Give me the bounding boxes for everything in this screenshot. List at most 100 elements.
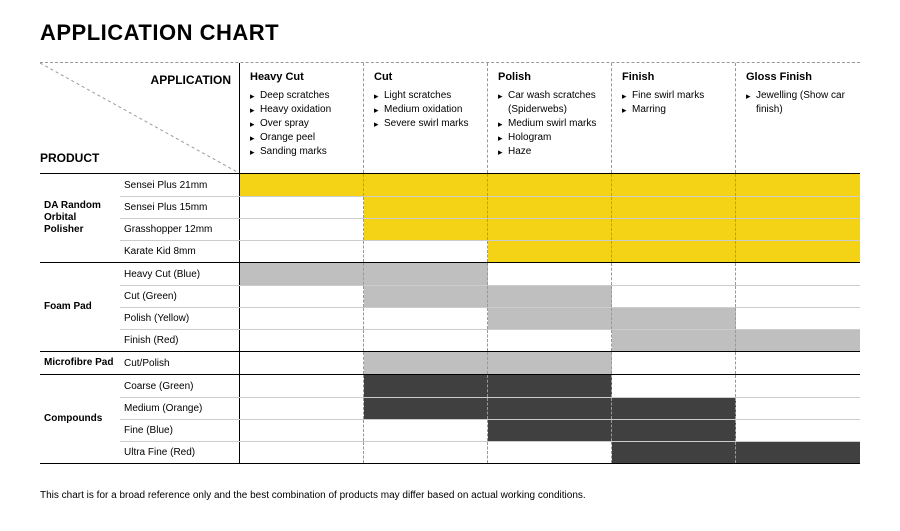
column-header: Heavy Cut Deep scratchesHeavy oxidationOv… (240, 63, 364, 173)
axis-label-product: PRODUCT (40, 151, 99, 165)
cell (736, 330, 860, 351)
cell (612, 263, 736, 285)
cell (736, 308, 860, 329)
product-row: Finish (Red) (120, 329, 860, 351)
cell (612, 219, 736, 240)
group-label: Compounds (40, 375, 120, 463)
row-cells (240, 197, 860, 218)
column-header: Gloss FinishJewelling (Show car finish) (736, 63, 860, 173)
cell (488, 352, 612, 374)
product-row: Ultra Fine (Red) (120, 441, 860, 463)
cell (736, 241, 860, 262)
product-row: Sensei Plus 21mm (120, 174, 860, 196)
column-items: Fine swirl marksMarring (622, 89, 731, 117)
cell (736, 286, 860, 307)
column-items: Car wash scratches (Spiderwebs)Medium sw… (498, 89, 607, 159)
row-label: Grasshopper 12mm (120, 219, 240, 240)
cell (488, 219, 612, 240)
cell (612, 352, 736, 374)
axis-corner: APPLICATION PRODUCT (40, 63, 240, 173)
product-row: Cut/Polish (120, 352, 860, 374)
cell (240, 286, 364, 307)
column-title: Heavy Cut (250, 71, 359, 83)
product-row: Cut (Green) (120, 285, 860, 307)
column-item: Orange peel (250, 131, 359, 145)
row-label: Coarse (Green) (120, 375, 240, 397)
cell (364, 263, 488, 285)
cell (488, 375, 612, 397)
column-header: FinishFine swirl marksMarring (612, 63, 736, 173)
group-label: DA Random Orbital Polisher (40, 174, 120, 262)
row-label: Medium (Orange) (120, 398, 240, 419)
footnote: This chart is for a broad reference only… (40, 490, 860, 501)
row-label: Fine (Blue) (120, 420, 240, 441)
row-label: Ultra Fine (Red) (120, 442, 240, 463)
column-item: Medium swirl marks (498, 117, 607, 131)
column-title: Cut (374, 71, 483, 83)
column-header: PolishCar wash scratches (Spiderwebs)Med… (488, 63, 612, 173)
cell (364, 308, 488, 329)
header-row: APPLICATION PRODUCT Heavy Cut Deep scratc… (40, 62, 860, 173)
row-cells (240, 174, 860, 196)
cell (488, 197, 612, 218)
cell (364, 352, 488, 374)
row-label: Cut (Green) (120, 286, 240, 307)
product-row: Sensei Plus 15mm (120, 196, 860, 218)
cell (612, 241, 736, 262)
cell (612, 398, 736, 419)
row-label: Karate Kid 8mm (120, 241, 240, 262)
column-items: Light scratchesMedium oxidationSevere sw… (374, 89, 483, 131)
product-row: Karate Kid 8mm (120, 240, 860, 262)
cell (240, 398, 364, 419)
group-rows: Cut/Polish (120, 352, 860, 374)
cell (612, 174, 736, 196)
cell (364, 398, 488, 419)
cell (612, 420, 736, 441)
cell (488, 398, 612, 419)
column-item: Medium oxidation (374, 103, 483, 117)
column-items: Jewelling (Show car finish) (746, 89, 856, 117)
cell (488, 286, 612, 307)
cell (736, 398, 860, 419)
group-rows: Sensei Plus 21mmSensei Plus 15mmGrasshop… (120, 174, 860, 262)
row-cells (240, 375, 860, 397)
product-group: Foam PadHeavy Cut (Blue)Cut (Green)Polis… (40, 262, 860, 351)
cell (736, 420, 860, 441)
column-item: Severe swirl marks (374, 117, 483, 131)
cell (736, 442, 860, 463)
chart-body: DA Random Orbital PolisherSensei Plus 21… (40, 173, 860, 463)
group-label: Foam Pad (40, 263, 120, 351)
column-items: Deep scratchesHeavy oxidationOver sprayO… (250, 89, 359, 159)
cell (240, 219, 364, 240)
cell (364, 375, 488, 397)
row-label: Sensei Plus 21mm (120, 174, 240, 196)
group-label: Microfibre Pad (40, 352, 120, 374)
row-label: Cut/Polish (120, 352, 240, 374)
cell (240, 263, 364, 285)
cell (240, 352, 364, 374)
cell (612, 286, 736, 307)
product-group: CompoundsCoarse (Green)Medium (Orange)Fi… (40, 374, 860, 463)
cell (240, 197, 364, 218)
cell (240, 442, 364, 463)
cell (488, 420, 612, 441)
cell (240, 308, 364, 329)
cell (736, 375, 860, 397)
product-row: Coarse (Green) (120, 375, 860, 397)
cell (488, 442, 612, 463)
cell (612, 197, 736, 218)
application-chart: APPLICATION PRODUCT Heavy Cut Deep scratc… (40, 62, 860, 464)
column-item: Over spray (250, 117, 359, 131)
row-label: Polish (Yellow) (120, 308, 240, 329)
row-label: Heavy Cut (Blue) (120, 263, 240, 285)
cell (488, 241, 612, 262)
column-item: Sanding marks (250, 145, 359, 159)
row-cells (240, 352, 860, 374)
row-label: Sensei Plus 15mm (120, 197, 240, 218)
cell (364, 197, 488, 218)
column-item: Haze (498, 145, 607, 159)
cell (736, 219, 860, 240)
row-cells (240, 263, 860, 285)
product-row: Grasshopper 12mm (120, 218, 860, 240)
row-label: Finish (Red) (120, 330, 240, 351)
